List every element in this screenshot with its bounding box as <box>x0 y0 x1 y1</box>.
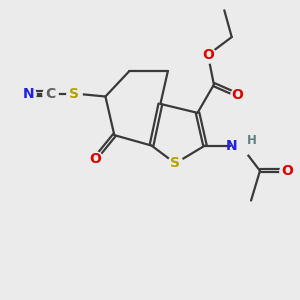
Text: O: O <box>281 164 293 178</box>
Text: S: S <box>170 156 180 170</box>
Text: N: N <box>226 139 237 152</box>
Text: S: S <box>69 86 79 100</box>
Text: O: O <box>89 152 101 166</box>
Text: H: H <box>247 134 257 147</box>
Text: C: C <box>45 86 56 100</box>
Text: O: O <box>232 88 244 102</box>
Text: O: O <box>202 48 214 62</box>
Text: N: N <box>22 86 34 100</box>
